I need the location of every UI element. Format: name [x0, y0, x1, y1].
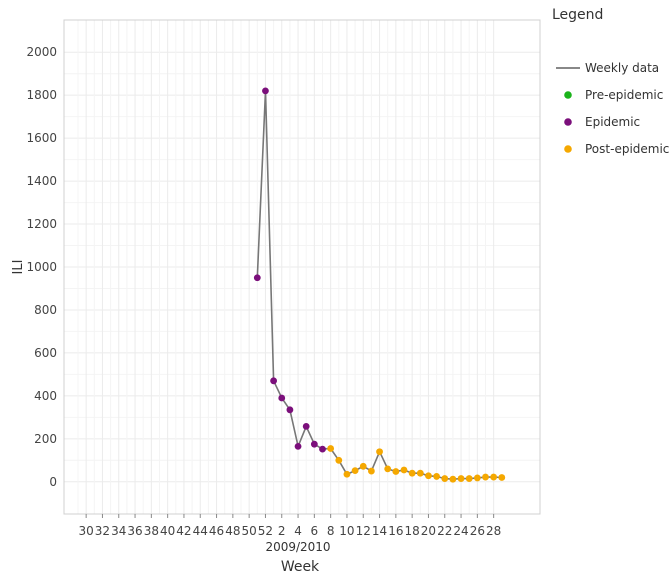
post-epidemic-point: [368, 467, 375, 475]
x-tick-label: 42: [176, 524, 191, 538]
post-epidemic-point: [449, 475, 457, 483]
x-axis: 30 32 34 36 38 40 42 44 46 48 50 52 2 4 6 8 10 12 14 16 18 20…: [79, 514, 501, 538]
plot-area: [63, 19, 541, 515]
x-tick-label: 46: [209, 524, 224, 538]
x-tick-label: 22: [437, 524, 452, 538]
epidemic-point: [302, 422, 310, 430]
post-epidemic-point: [457, 475, 465, 482]
epidemic-point: [253, 274, 261, 282]
y-tick-label: 800: [34, 303, 57, 317]
epidemic-point: [262, 87, 269, 95]
x-tick-label: 48: [225, 524, 240, 538]
post-epidemic-point: [343, 470, 351, 478]
post-epidemic-point: [490, 473, 498, 481]
legend-key-point: [564, 145, 572, 153]
x-tick-label: 2: [278, 524, 286, 538]
post-epidemic-point: [416, 469, 424, 477]
x-tick-label: 14: [372, 524, 387, 538]
post-epidemic-point: [351, 467, 359, 475]
post-epidemic-point: [392, 468, 400, 475]
y-tick-label: 2000: [26, 45, 57, 59]
y-tick-label: 1200: [26, 217, 57, 231]
post-epidemic-point: [425, 472, 432, 480]
y-tick-label: 400: [34, 389, 57, 403]
x-tick-label: 44: [193, 524, 208, 538]
legend-entry-label: Pre-epidemic: [585, 88, 663, 102]
legend-title: Legend: [552, 7, 603, 23]
x-tick-label: 26: [470, 524, 485, 538]
x-tick-label: 24: [453, 524, 468, 538]
y-tick-label: 600: [34, 346, 57, 360]
legend-entry-label: Post-epidemic: [585, 142, 669, 156]
x-tick-label: 10: [339, 524, 354, 538]
x-tick-label: 40: [160, 524, 175, 538]
x-tick-label: 12: [356, 524, 371, 538]
y-tick-label: 1600: [26, 131, 57, 145]
legend-entry-label: Epidemic: [585, 115, 640, 129]
x-tick-label: 8: [327, 524, 335, 538]
post-epidemic-point: [335, 456, 343, 464]
x-tick-label: 32: [95, 524, 110, 538]
post-epidemic-point: [465, 475, 473, 482]
post-epidemic-point: [498, 474, 506, 481]
post-epidemic-point: [327, 445, 335, 452]
post-epidemic-point: [473, 474, 481, 482]
epidemic-point: [319, 445, 326, 453]
x-tick-label: 36: [127, 524, 142, 538]
legend: Legend Weekly data Pre-epidemic Epidemic Po…: [552, 7, 669, 156]
x-tick-label: 30: [79, 524, 94, 538]
y-tick-label: 1000: [26, 260, 57, 274]
x-axis-label: Week: [281, 559, 320, 575]
y-tick-label: 0: [49, 475, 57, 489]
epidemic-point: [278, 394, 286, 402]
x-tick-label: 6: [311, 524, 319, 538]
x-tick-label: 16: [388, 524, 403, 538]
post-epidemic-point: [359, 462, 367, 470]
data-points: [253, 87, 506, 483]
post-epidemic-point: [482, 473, 489, 481]
x-tick-label: 52: [258, 524, 273, 538]
legend-key-point: [564, 118, 572, 126]
x-tick-label: 28: [486, 524, 501, 538]
grid: [64, 20, 540, 514]
x-tick-label: 50: [242, 524, 257, 538]
y-axis-label: ILI: [11, 260, 26, 275]
y-tick-label: 1400: [26, 174, 57, 188]
x-tick-label: 4: [294, 524, 302, 538]
x-axis-season-label: 2009/2010: [265, 540, 330, 554]
post-epidemic-point: [376, 448, 383, 456]
epidemic-point: [270, 377, 277, 385]
post-epidemic-point: [384, 465, 392, 473]
post-epidemic-point: [433, 473, 440, 480]
post-epidemic-point: [400, 466, 408, 474]
post-epidemic-point: [441, 475, 449, 482]
epidemic-point: [286, 406, 294, 414]
legend-key-point: [564, 91, 572, 99]
post-epidemic-point: [408, 469, 416, 477]
x-tick-label: 18: [405, 524, 420, 538]
epidemic-point: [294, 442, 302, 450]
y-tick-label: 200: [34, 432, 57, 446]
legend-entry-label: Weekly data: [585, 61, 659, 75]
y-axis: 0 200 400 600 800 1000 1200 1400 1600 1800 2000: [26, 45, 57, 489]
y-tick-label: 1800: [26, 88, 57, 102]
x-tick-label: 20: [421, 524, 436, 538]
x-tick-label: 34: [111, 524, 126, 538]
epidemic-point: [310, 440, 318, 448]
x-tick-label: 38: [144, 524, 159, 538]
